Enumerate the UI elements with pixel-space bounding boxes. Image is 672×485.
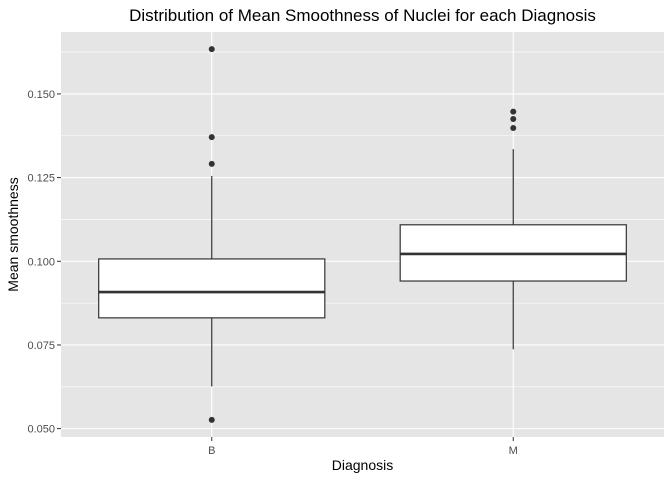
box-group [399,108,627,350]
outlier-point [208,46,215,53]
outlier-point [510,125,517,132]
x-axis-title: Diagnosis [332,457,393,473]
outlier-point [510,108,517,115]
y-tick-label: 0.150 [27,89,55,101]
box-group [98,46,326,423]
outlier-point [510,116,517,123]
y-tick-label: 0.125 [27,173,55,185]
outlier-point [208,416,215,423]
box-iqr [98,258,326,319]
outlier-point [208,160,215,167]
y-tick-label: 0.075 [27,340,55,352]
y-tick-label: 0.050 [27,424,55,436]
outlier-point [208,134,215,141]
axis-layer: 0.050 0.075 0.100 0.125 0.150 B M [27,89,517,457]
box-layer [98,46,627,423]
chart-title: Distribution of Mean Smoothness of Nucle… [129,6,596,25]
x-tick-label: B [208,445,215,457]
y-tick-label: 0.100 [27,256,55,268]
x-tick-label: M [509,445,518,457]
y-axis-title: Mean smoothness [5,177,21,291]
